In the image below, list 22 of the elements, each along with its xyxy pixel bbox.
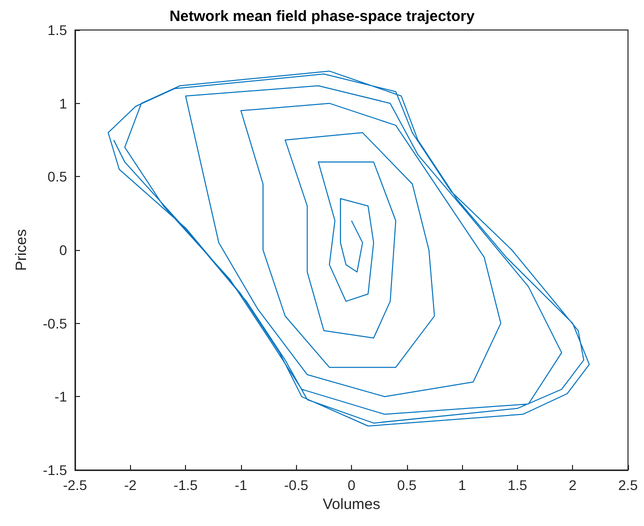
x-tick-label: 0: [348, 477, 356, 493]
x-tick-label: -1: [234, 477, 248, 493]
y-tick-label: -0.5: [42, 315, 68, 332]
x-tick-label: 1.5: [508, 477, 528, 493]
x-tick-label: -2.5: [62, 477, 88, 493]
y-axis-title: Prices: [13, 229, 30, 271]
x-tick-label: 1: [458, 477, 466, 493]
y-tick-label: 0: [59, 242, 68, 258]
x-tick-label: -1.5: [174, 477, 198, 493]
x-tick-label: 2: [568, 477, 577, 493]
x-tick-label: -0.5: [284, 477, 308, 493]
y-tick-label: 0.5: [48, 168, 68, 185]
x-axis-title: Volumes: [322, 496, 380, 513]
y-tick-label: 1: [59, 95, 68, 112]
y-tick-label: -1: [54, 388, 68, 405]
y-tick-label: 1.5: [48, 22, 68, 38]
y-tick-label: -1.5: [42, 462, 68, 478]
x-tick-label: 0.5: [397, 477, 417, 493]
x-tick-label: -2: [124, 477, 137, 493]
chart-title: Network mean field phase-space trajectory: [169, 8, 476, 25]
line-series: [108, 70, 590, 426]
x-tick-label: 2.5: [618, 477, 638, 493]
